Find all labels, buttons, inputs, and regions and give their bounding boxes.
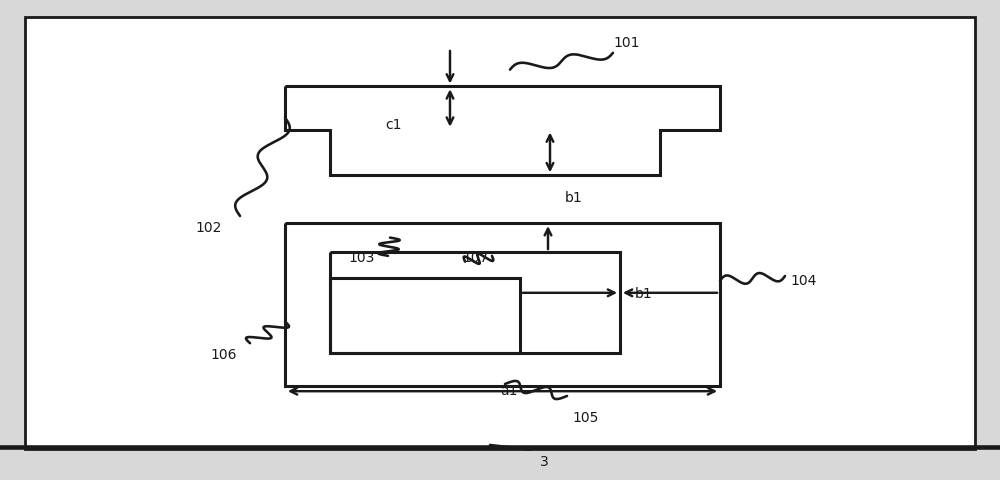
Text: c1: c1 [385,118,402,132]
Text: 103: 103 [348,251,374,265]
Text: 3: 3 [540,455,549,469]
Text: a1: a1 [500,384,518,398]
Text: 101: 101 [613,36,640,50]
Text: 107: 107 [462,251,488,265]
Text: 104: 104 [790,274,816,288]
Text: b1: b1 [635,287,653,301]
Text: 106: 106 [210,348,237,362]
Text: 102: 102 [195,221,221,235]
Text: 105: 105 [572,410,598,425]
Text: b1: b1 [565,191,583,205]
